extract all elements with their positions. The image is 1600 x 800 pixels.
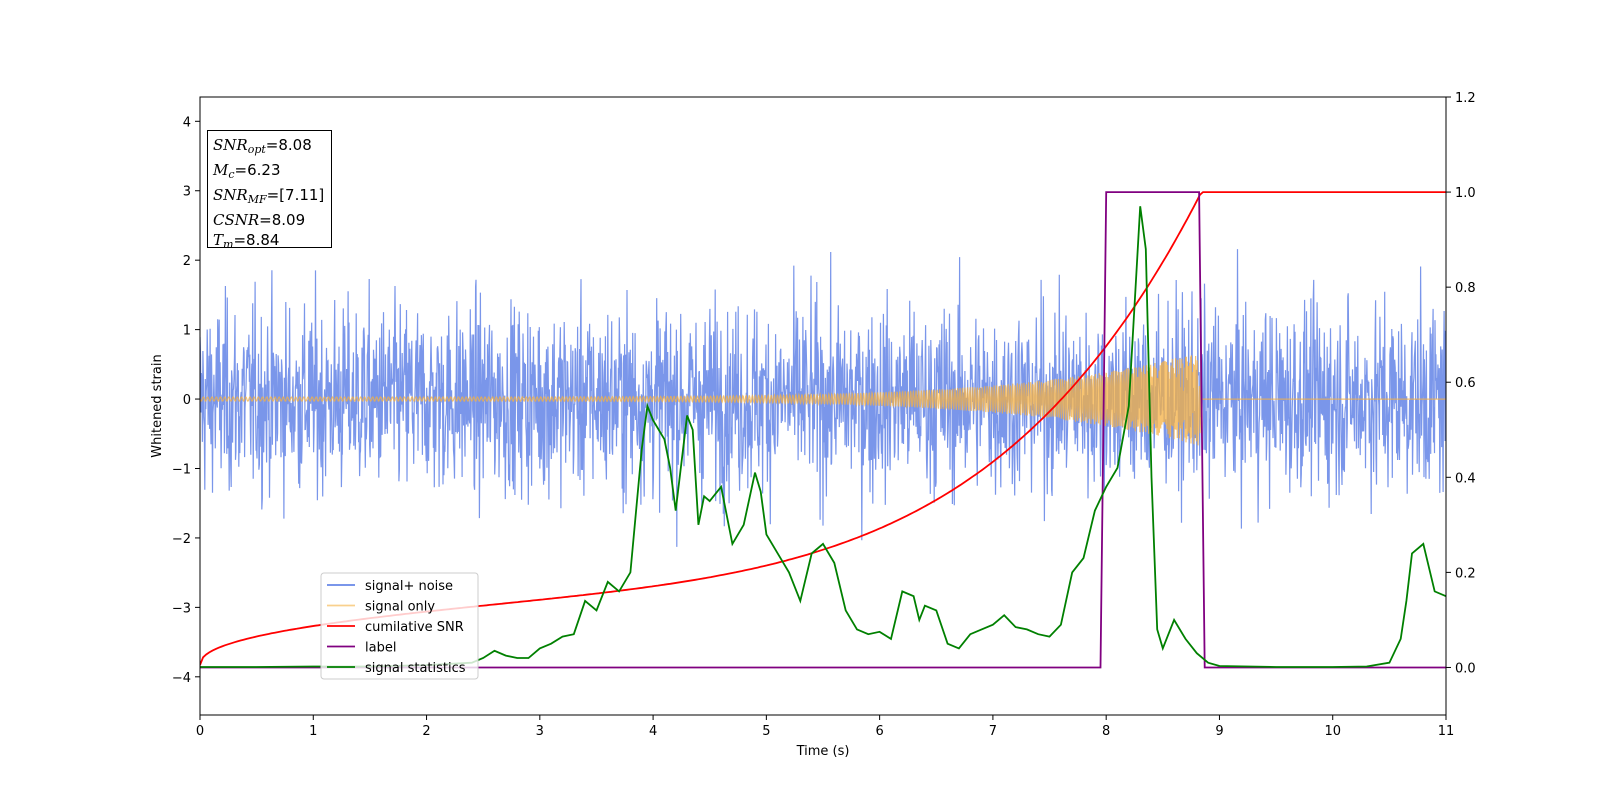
y2-tick-label: 0.8 bbox=[1455, 281, 1476, 296]
x-tick-label: 10 bbox=[1324, 724, 1341, 739]
series-signal-noise bbox=[200, 249, 1446, 547]
x-tick-label: 7 bbox=[989, 724, 997, 739]
y2-tick-label: 1.0 bbox=[1455, 186, 1476, 201]
y2-tick-label: 0.0 bbox=[1455, 661, 1476, 676]
x-tick-label: 4 bbox=[649, 724, 657, 739]
x-tick-label: 0 bbox=[196, 724, 204, 739]
legend-label: signal only bbox=[365, 600, 435, 615]
info-line: CSNR=8.09 bbox=[213, 211, 306, 229]
y-tick-label: −3 bbox=[172, 601, 191, 616]
legend-label: signal+ noise bbox=[365, 579, 453, 594]
x-tick-label: 5 bbox=[762, 724, 770, 739]
y-tick-label: 3 bbox=[183, 185, 191, 200]
y-axis-label: Whitened strain bbox=[150, 354, 165, 457]
y-tick-label: −2 bbox=[172, 532, 191, 547]
y-tick-label: −1 bbox=[172, 462, 191, 477]
legend: signal+ noise signal only cumilative SNR la… bbox=[320, 572, 479, 680]
x-axis-label: Time (s) bbox=[796, 744, 850, 759]
legend-label: label bbox=[365, 641, 396, 656]
x-tick-label: 6 bbox=[875, 724, 883, 739]
y2-tick-label: 0.2 bbox=[1455, 566, 1476, 581]
info-line: SNRMF=[7.11] bbox=[213, 186, 325, 206]
y-tick-label: −4 bbox=[172, 671, 191, 686]
y-axis-left: −4 −3 −2 −1 0 1 2 3 4 bbox=[172, 115, 200, 686]
x-axis: 0 1 2 3 4 5 6 7 8 9 10 11 bbox=[196, 715, 1454, 739]
legend-label: signal statistics bbox=[365, 661, 466, 676]
x-tick-label: 2 bbox=[422, 724, 430, 739]
series-signal-only bbox=[200, 353, 1446, 446]
x-tick-label: 1 bbox=[309, 724, 317, 739]
y-tick-label: 0 bbox=[183, 393, 191, 408]
y-tick-label: 2 bbox=[183, 254, 191, 269]
series-label bbox=[200, 191, 1446, 669]
y2-tick-label: 0.4 bbox=[1455, 471, 1476, 486]
snr-info-box: SNRopt=8.08 Mc=6.23 SNRMF=[7.11] CSNR=8.09 T… bbox=[207, 130, 332, 251]
y-axis-right: 0.0 0.2 0.4 0.6 0.8 1.0 1.2 bbox=[1446, 91, 1476, 676]
x-tick-label: 3 bbox=[536, 724, 544, 739]
x-tick-label: 11 bbox=[1438, 724, 1455, 739]
info-line: SNRopt=8.08 bbox=[213, 136, 312, 156]
y2-tick-label: 0.6 bbox=[1455, 376, 1476, 391]
info-line: Mc=6.23 bbox=[213, 161, 281, 181]
legend-box bbox=[320, 572, 479, 680]
series-signal-statistics bbox=[200, 206, 1446, 668]
legend-label: cumilative SNR bbox=[365, 620, 464, 635]
info-line: Tm=8.84 bbox=[213, 231, 280, 251]
x-tick-label: 8 bbox=[1102, 724, 1110, 739]
x-tick-label: 9 bbox=[1215, 724, 1223, 739]
y-tick-label: 4 bbox=[183, 115, 191, 130]
y2-tick-label: 1.2 bbox=[1455, 91, 1476, 106]
plot-frame bbox=[199, 96, 1447, 716]
y-tick-label: 1 bbox=[183, 324, 191, 339]
